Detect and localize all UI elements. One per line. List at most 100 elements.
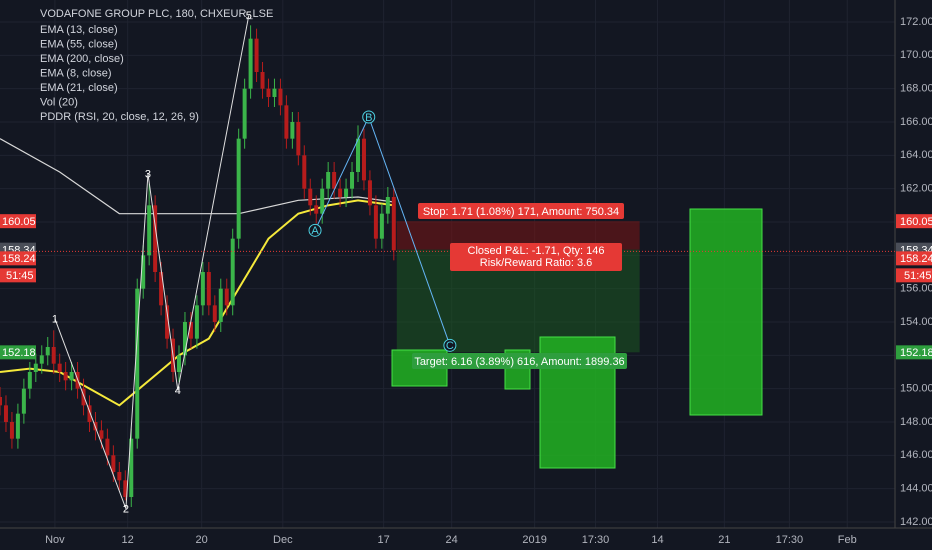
wave-label: 1 — [52, 314, 58, 326]
countdown: 51:45 — [904, 270, 932, 282]
y-tick-label: 148.00 — [900, 416, 932, 428]
wave-label: B — [365, 112, 372, 124]
candle-body — [45, 347, 50, 356]
candle-body — [153, 205, 158, 272]
stop-label-box — [418, 203, 624, 219]
candle-body — [200, 272, 205, 306]
candle-body — [159, 272, 164, 306]
y-tick-label: 164.00 — [900, 149, 932, 161]
candle-body — [218, 288, 223, 322]
candle-body — [123, 480, 128, 497]
wave-label: 2 — [123, 504, 129, 516]
price-tag — [896, 251, 932, 266]
candle-body — [51, 347, 56, 364]
candle-body — [391, 197, 396, 251]
y-tick-label: 170.00 — [900, 49, 932, 61]
candle-body — [308, 188, 313, 206]
price-tag — [896, 214, 932, 229]
candle-body — [57, 363, 62, 372]
wave-label: C — [446, 340, 454, 352]
indicator-label: PDDR (RSI, 20, close, 12, 26, 9) — [40, 111, 199, 123]
candle-body — [212, 305, 217, 322]
candle-body — [177, 355, 181, 372]
price-tag — [896, 345, 932, 360]
candle-body — [332, 172, 337, 189]
x-tick-label: 24 — [446, 534, 458, 546]
candle-body — [236, 138, 241, 239]
wave-marker — [362, 110, 376, 124]
x-tick-label: 17 — [378, 534, 390, 546]
price-tag-label: 152.18 — [900, 347, 932, 359]
candle-body — [350, 172, 355, 189]
y-tick-label: 150.00 — [900, 383, 932, 395]
candle-body — [117, 472, 122, 481]
x-tick-label: 21 — [718, 534, 730, 546]
candle-body — [361, 138, 366, 181]
wave-marker — [308, 223, 322, 237]
indicator-label: EMA (55, close) — [40, 38, 118, 50]
indicator-label: EMA (13, close) — [40, 24, 118, 36]
candle-body — [69, 372, 74, 381]
candle-body — [188, 322, 193, 339]
candle-body — [373, 205, 378, 239]
stop-label: Stop: 1.71 (1.08%) 171, Amount: 750.34 — [423, 206, 619, 218]
candle-body — [326, 172, 331, 189]
candle-body — [356, 138, 360, 172]
candle-body — [367, 180, 372, 206]
wave-marker — [443, 338, 457, 352]
candle-body — [99, 430, 104, 439]
rr-label: Risk/Reward Ratio: 3.6 — [480, 257, 593, 269]
pnl-box — [450, 243, 622, 271]
wave-line — [54, 15, 250, 509]
candle-body — [111, 455, 116, 472]
ema-line — [0, 138, 394, 215]
candle-body — [182, 322, 187, 356]
projection-box — [689, 208, 763, 416]
wave-label: 4 — [175, 385, 181, 397]
candle-body — [302, 155, 307, 189]
candle-body — [379, 213, 384, 239]
candle-body — [39, 355, 44, 364]
indicator-label: Vol (20) — [40, 96, 78, 108]
candle-body — [320, 188, 325, 214]
candle-body — [9, 422, 14, 439]
candle-body — [27, 372, 32, 389]
x-tick-label: Nov — [45, 534, 65, 546]
price-tag-label: 152.18 — [2, 347, 36, 359]
target-label-box — [412, 353, 627, 369]
candle-body — [385, 197, 390, 214]
price-tag — [0, 345, 36, 360]
candle-body — [194, 305, 199, 339]
indicator-label: EMA (8, close) — [40, 67, 112, 79]
plot — [0, 0, 895, 528]
candle-body — [135, 288, 140, 439]
candle-body — [87, 405, 92, 422]
candle-body — [248, 38, 253, 89]
y-tick-label: 146.00 — [900, 449, 932, 461]
price-tag-label: 158.24 — [2, 253, 36, 265]
y-tick-label: 142.00 — [900, 516, 932, 528]
candle-body — [242, 88, 247, 139]
target-label: Target: 6.16 (3.89%) 616, Amount: 1899.3… — [414, 356, 624, 368]
y-tick-label: 172.00 — [900, 16, 932, 28]
candle-body — [296, 122, 301, 156]
y-tick-label: 166.00 — [900, 116, 932, 128]
y-tick-label: 154.00 — [900, 316, 932, 328]
countdown-tag — [896, 268, 932, 283]
wave-label: 3 — [145, 169, 151, 181]
candle-body — [314, 205, 319, 214]
candle-body — [224, 288, 229, 306]
candle-body — [254, 38, 259, 72]
pnl-label: Closed P&L: -1.71, Qty: 146 — [468, 245, 605, 257]
y-tick-label: 144.00 — [900, 483, 932, 495]
candle-body — [230, 238, 235, 306]
candle-body — [338, 188, 343, 197]
candle-body — [105, 438, 110, 456]
symbol-title: VODAFONE GROUP PLC, 180, CHXEUR_LSE — [40, 8, 273, 20]
candle-body — [33, 363, 38, 372]
candle-body — [147, 205, 152, 256]
x-tick-label: Dec — [273, 534, 293, 546]
price-tag-label: 160.05 — [2, 216, 36, 228]
x-tick-label: 17:30 — [776, 534, 804, 546]
candle-body — [21, 388, 26, 414]
